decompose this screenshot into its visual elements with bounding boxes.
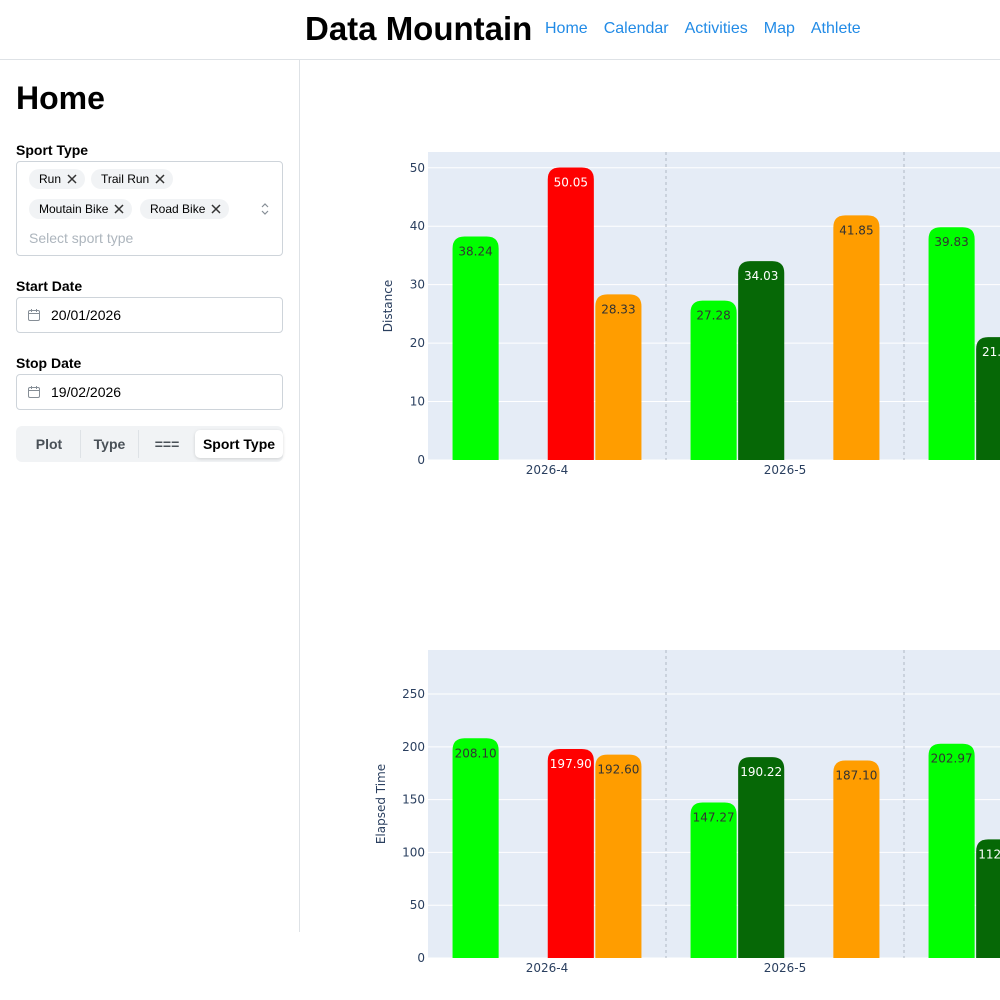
bar — [690, 802, 737, 958]
data-label: 147.27 — [693, 811, 735, 825]
data-label: 190.22 — [740, 765, 782, 779]
y-tick-label: 50 — [410, 161, 425, 175]
multiselect[interactable]: Run Trail Run Moutain Bike Road Bike Sel… — [16, 161, 283, 256]
data-label: 202.97 — [931, 752, 973, 766]
nav-link[interactable]: Athlete — [810, 20, 861, 37]
nav-link[interactable]: Activities — [684, 20, 748, 37]
y-tick-label: 0 — [417, 453, 425, 467]
data-label: 21.02 — [982, 345, 1000, 359]
date-value: 19/02/2026 — [51, 384, 122, 400]
x-tick-label: 2026-4 — [526, 961, 569, 975]
data-label: 208.10 — [455, 746, 497, 760]
bar — [690, 300, 737, 460]
bar — [833, 760, 880, 958]
bar — [833, 215, 880, 460]
bar — [595, 754, 642, 958]
bar — [595, 294, 642, 460]
y-tick-label: 20 — [410, 336, 425, 350]
data-label: 39.83 — [934, 235, 968, 249]
placeholder: Select sport type — [29, 230, 134, 246]
chip-remove[interactable] — [67, 174, 77, 184]
y-tick-label: 50 — [410, 898, 425, 912]
data-label: 197.90 — [550, 757, 592, 771]
data-label: 187.10 — [835, 768, 877, 782]
page-heading: Home — [16, 80, 105, 116]
date-value: 20/01/2026 — [51, 307, 122, 323]
header: Data Mountain Home Calendar Activities M… — [0, 0, 1000, 60]
bar — [928, 743, 975, 958]
chip[interactable]: Trail Run — [91, 169, 174, 189]
chip[interactable]: Road Bike — [140, 199, 230, 219]
chip-label: Trail Run — [101, 172, 150, 186]
app-title: Data Mountain — [305, 10, 533, 47]
bar — [547, 749, 594, 958]
segment[interactable]: Plot — [18, 430, 81, 458]
data-label: 112.40 — [978, 847, 1000, 861]
y-tick-label: 10 — [410, 395, 425, 409]
chip[interactable]: Moutain Bike — [29, 199, 133, 219]
nav-link[interactable]: Map — [763, 20, 795, 37]
y-tick-label: 250 — [402, 687, 425, 701]
chip-label: Moutain Bike — [39, 202, 109, 216]
x-tick-label: 2026-5 — [764, 961, 807, 975]
calendar-icon — [28, 309, 40, 321]
chevron-icon — [261, 203, 269, 215]
nav-link[interactable]: Home — [545, 20, 588, 37]
date-input[interactable]: 19/02/2026 — [16, 374, 283, 410]
segment[interactable]: Type — [81, 430, 139, 458]
x-tick-label: 2026-4 — [526, 463, 569, 477]
data-label: 41.85 — [839, 223, 873, 237]
y-axis-title: Elapsed Time — [374, 764, 388, 844]
chip-label: Road Bike — [150, 202, 206, 216]
field-label: Sport Type — [16, 142, 89, 158]
segment[interactable]: === — [154, 436, 180, 452]
bar — [738, 757, 785, 958]
sidebar: Home Sport Type Run Trail Run Moutain Bi… — [0, 60, 300, 932]
chip-remove[interactable] — [211, 204, 221, 214]
bar — [928, 227, 975, 460]
data-label: 38.24 — [458, 245, 492, 259]
data-label: 192.60 — [597, 763, 639, 777]
y-tick-label: 200 — [402, 740, 425, 754]
bar — [738, 261, 785, 460]
field-label: Stop Date — [16, 355, 82, 371]
chip[interactable]: Run — [29, 169, 86, 189]
nav-link[interactable]: Calendar — [603, 20, 669, 37]
bar — [452, 236, 499, 460]
data-label: 34.03 — [744, 269, 778, 283]
bar — [976, 839, 1000, 958]
y-tick-label: 30 — [410, 278, 425, 292]
segment[interactable]: Sport Type — [195, 430, 283, 458]
data-label: 28.33 — [601, 302, 635, 316]
bar — [976, 337, 1000, 460]
y-tick-label: 0 — [417, 951, 425, 965]
y-tick-label: 150 — [402, 793, 425, 807]
x-tick-label: 2026-5 — [764, 463, 807, 477]
y-axis-title: Distance — [381, 280, 395, 332]
bar — [452, 738, 499, 958]
nav: Home Calendar Activities Map Athlete — [545, 20, 861, 38]
y-tick-label: 40 — [410, 219, 425, 233]
field-label: Start Date — [16, 278, 83, 294]
chart: 0 50 100 150 200 250 Elapsed Time 2026-4 208.10 1… — [374, 650, 1000, 975]
chart: 0 10 20 30 40 50 Distance 2026-4 38.24 50.05 28.33… — [381, 152, 1000, 477]
date-input[interactable]: 20/01/2026 — [16, 297, 283, 333]
calendar-icon — [28, 386, 40, 398]
segmented-control: Plot Type === Sport Type — [16, 426, 283, 462]
chip-remove[interactable] — [155, 174, 165, 184]
chip-label: Run — [39, 172, 62, 186]
chip-remove[interactable] — [114, 204, 124, 214]
bar — [547, 167, 594, 460]
data-label: 50.05 — [554, 175, 588, 189]
y-tick-label: 100 — [402, 845, 425, 859]
data-label: 27.28 — [696, 309, 730, 323]
